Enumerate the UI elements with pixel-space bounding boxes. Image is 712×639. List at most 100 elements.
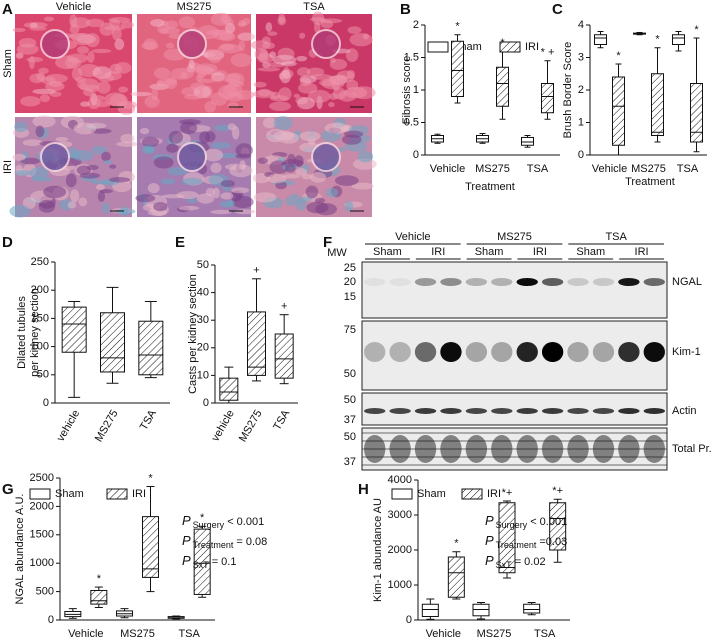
- tissue: [203, 148, 224, 162]
- stat-subscript: Treatment: [193, 540, 234, 550]
- y-tick-label: 4: [578, 19, 584, 31]
- y-tick-label: 0: [578, 149, 584, 161]
- tissue: [12, 27, 26, 33]
- tissue: [297, 196, 313, 202]
- box: [651, 47, 664, 143]
- tissue: [153, 201, 168, 212]
- stat-text: P Treatment = 0.08: [182, 533, 267, 550]
- y-tick-label: 0: [43, 397, 49, 409]
- box-body: [451, 40, 464, 97]
- tissue: [109, 94, 128, 108]
- stat-subscript: Surgery: [193, 520, 225, 530]
- box: [472, 602, 490, 620]
- tissue: [231, 195, 254, 209]
- tissue: [153, 156, 174, 169]
- x-tick-label: Vehicle: [430, 163, 465, 175]
- tissue: [295, 199, 307, 211]
- blot-band: [516, 278, 538, 286]
- tissue: [29, 73, 45, 84]
- tissue: [28, 55, 35, 70]
- mw-marker: 37: [344, 414, 356, 426]
- tissue: [91, 180, 111, 185]
- y-tick-label: 1: [578, 116, 584, 128]
- tissue: [229, 164, 253, 178]
- stat-symbol: P: [182, 533, 191, 548]
- legend-swatch: [106, 488, 128, 500]
- tissue: [277, 157, 286, 162]
- blot-band: [592, 408, 615, 414]
- glomerulus: [311, 29, 341, 59]
- tissue: [153, 67, 171, 80]
- box: [138, 300, 164, 379]
- tissue: [86, 122, 107, 129]
- x-tick-label: TSA: [178, 628, 200, 639]
- blot-band: [592, 278, 615, 286]
- group-label: MS275: [497, 231, 532, 243]
- tissue: [95, 70, 103, 75]
- tissue: [65, 173, 77, 188]
- legend-swatch: [391, 488, 413, 500]
- tissue: [334, 74, 346, 80]
- blot-band: [567, 408, 589, 414]
- box: [476, 133, 489, 144]
- box: [167, 615, 185, 620]
- tissue: [219, 200, 234, 208]
- x-tick-label: MS275: [237, 408, 265, 444]
- panel-letter: E: [175, 234, 185, 251]
- tissue: [114, 61, 132, 74]
- tissue: [39, 94, 51, 103]
- blot-label: NGAL: [672, 276, 702, 288]
- tissue: [205, 187, 215, 197]
- panel-letter: G: [2, 481, 14, 498]
- y-tick-label: 40: [197, 287, 209, 299]
- stat-subscript: SxT: [193, 560, 210, 570]
- box-body: [219, 377, 239, 401]
- tissue: [111, 27, 122, 41]
- y-tick-label: 30: [197, 314, 209, 326]
- x-tick-label: TSA: [534, 628, 556, 639]
- tissue: [179, 119, 202, 125]
- box: [447, 551, 465, 600]
- tissue: [309, 172, 327, 183]
- y-tick-label: 1000: [30, 557, 54, 569]
- tissue: [265, 22, 273, 32]
- tissue: [114, 38, 125, 50]
- blot-band: [643, 278, 665, 286]
- tissue: [235, 90, 255, 100]
- legend-label: IRI: [487, 488, 501, 500]
- box-body: [193, 528, 211, 595]
- y-tick-label: 2000: [30, 500, 54, 512]
- blot-band: [465, 278, 488, 286]
- row-label: IRI: [2, 160, 14, 174]
- tissue: [320, 19, 334, 29]
- stat-symbol: P: [485, 553, 494, 568]
- y-tick-label: 50: [197, 259, 209, 271]
- tissue: [306, 67, 325, 77]
- group-label: Vehicle: [395, 231, 430, 243]
- x-tick-label: Vehicle: [426, 628, 461, 639]
- box: [594, 31, 607, 49]
- tissue: [76, 45, 89, 54]
- tissue: [120, 21, 135, 29]
- blot-band: [541, 342, 564, 362]
- x-tick-label: MS275: [475, 163, 510, 175]
- tissue: [188, 59, 195, 69]
- tissue: [206, 29, 229, 36]
- stat-subscript: Treatment: [496, 540, 537, 550]
- histology-image: [12, 14, 138, 115]
- tissue: [234, 209, 256, 215]
- significance-marker: *+: [552, 485, 563, 497]
- y-tick-label: 50: [37, 369, 49, 381]
- tissue: [38, 199, 56, 213]
- tissue: [296, 67, 311, 77]
- tissue: [180, 121, 198, 135]
- tissue: [16, 43, 39, 55]
- tissue: [220, 13, 229, 24]
- box-body: [138, 320, 164, 376]
- tissue: [66, 53, 89, 64]
- stat-symbol: P: [485, 513, 494, 528]
- mw-marker: 25: [344, 262, 356, 274]
- tissue: [273, 116, 293, 131]
- glomerulus: [40, 142, 70, 172]
- tissue: [269, 101, 292, 111]
